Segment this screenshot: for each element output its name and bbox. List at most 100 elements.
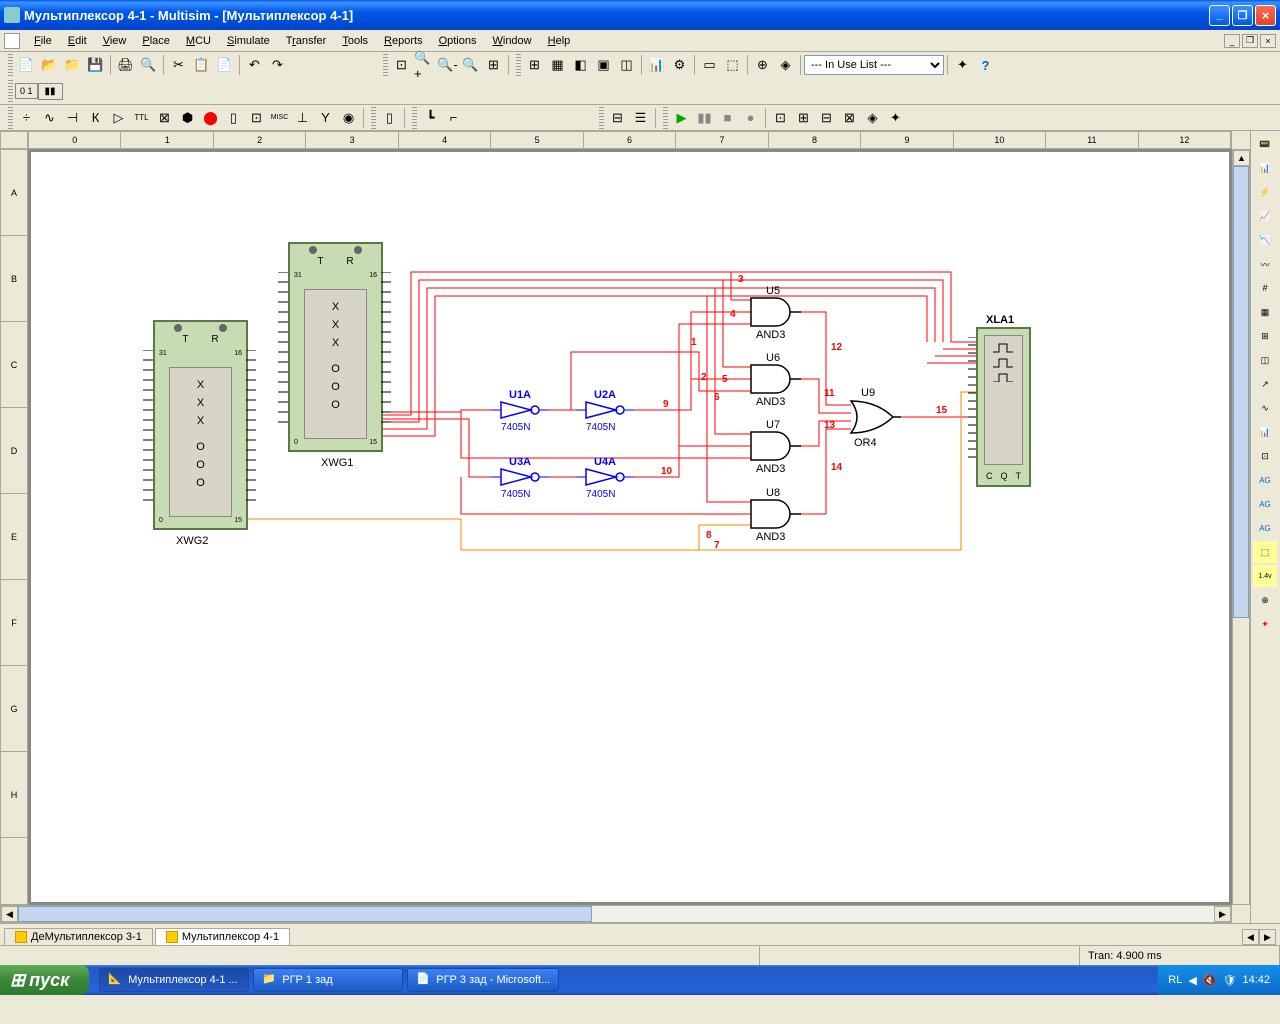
tb-3[interactable]: ◧ — [569, 54, 592, 76]
instr-tk2[interactable]: 1.4v — [1253, 565, 1277, 587]
tray-icon-1[interactable]: ◀ — [1188, 974, 1196, 987]
instr-tk[interactable]: ⬚ — [1253, 541, 1277, 563]
comp-analog[interactable]: ▷ — [107, 107, 130, 129]
print-button[interactable]: 🖨 — [114, 54, 137, 76]
sim-4[interactable]: ⊠ — [838, 107, 861, 129]
pause-button[interactable]: ▮▮ — [693, 107, 716, 129]
tray-icon-3[interactable]: 🛡 — [1223, 974, 1237, 987]
comp-ni[interactable]: ◉ — [337, 107, 360, 129]
tb-5[interactable]: ◫ — [615, 54, 638, 76]
menu-view[interactable]: View — [95, 33, 135, 49]
close-button[interactable]: × — [1255, 5, 1276, 26]
comp-source[interactable]: ÷ — [15, 107, 38, 129]
instr-logic-conv[interactable]: ◫ — [1253, 349, 1277, 371]
run-button[interactable]: ▶ — [670, 107, 693, 129]
preview-button[interactable]: 🔍 — [137, 54, 160, 76]
instr-iv[interactable]: ↗ — [1253, 373, 1277, 395]
ladder-2[interactable]: ☰ — [629, 107, 652, 129]
tb-9[interactable]: ⬚ — [721, 54, 744, 76]
comp-mcu[interactable]: ▯ — [378, 107, 401, 129]
help-button[interactable]: ? — [974, 54, 997, 76]
tray-lang[interactable]: RL — [1168, 974, 1182, 986]
tab-scroll-left[interactable]: ◀ — [1242, 929, 1259, 945]
in-use-list[interactable]: --- In Use List --- — [804, 55, 944, 75]
zoom-out-button[interactable]: 🔍- — [436, 54, 459, 76]
tb-7[interactable]: ⚙ — [668, 54, 691, 76]
instr-logic-an[interactable]: ⊞ — [1253, 325, 1277, 347]
vertical-scrollbar[interactable]: ▲ — [1232, 149, 1250, 905]
new-button[interactable]: 📄 — [15, 54, 38, 76]
taskbar-task-word[interactable]: 📄РГР 3 зад - Microsoft... — [407, 968, 559, 992]
component-xwg2[interactable]: TR 31 16 X X X O O O 0 15 — [153, 320, 248, 530]
menu-help[interactable]: Help — [540, 33, 579, 49]
comp-ttl[interactable]: TTL — [130, 107, 153, 129]
taskbar-task-folder[interactable]: 📁РГР 1 зад — [253, 968, 403, 992]
sim-2[interactable]: ⊞ — [792, 107, 815, 129]
tb-8[interactable]: ▭ — [698, 54, 721, 76]
menu-mcu[interactable]: MCU — [178, 33, 219, 49]
comp-misc2[interactable]: MISC — [268, 107, 291, 129]
stop-button[interactable]: ■ — [716, 107, 739, 129]
instr-wordgen[interactable]: ▦ — [1253, 301, 1277, 323]
paste-button[interactable]: 📄 — [213, 54, 236, 76]
open2-button[interactable]: 📁 — [61, 54, 84, 76]
instr-ag3[interactable]: AG — [1253, 517, 1277, 539]
ladder-1[interactable]: ⊟ — [606, 107, 629, 129]
comp-transistor[interactable]: К — [84, 107, 107, 129]
mdi-close[interactable]: × — [1260, 34, 1276, 48]
zoom-fit-button[interactable]: ⊞ — [482, 54, 505, 76]
tb-2[interactable]: ▦ — [546, 54, 569, 76]
redo-button[interactable]: ↷ — [266, 54, 289, 76]
instr-ag[interactable]: AG — [1253, 469, 1277, 491]
system-tray[interactable]: RL ◀ 🔇 🛡 14:42 — [1158, 965, 1280, 995]
instr-bode[interactable]: 〰 — [1253, 253, 1277, 275]
minimize-button[interactable]: _ — [1209, 5, 1230, 26]
comp-cmos[interactable]: ⊠ — [153, 107, 176, 129]
horizontal-scrollbar[interactable]: ◀ ▶ — [0, 905, 1232, 923]
comp-power[interactable]: ⊡ — [245, 107, 268, 129]
instr-dist[interactable]: ∿ — [1253, 397, 1277, 419]
comp-ind[interactable]: ▯ — [222, 107, 245, 129]
instr-funcgen[interactable]: 📊 — [1253, 157, 1277, 179]
instr-ag2[interactable]: AG — [1253, 493, 1277, 515]
component-xla1[interactable]: CQT — [976, 327, 1031, 487]
sim-3[interactable]: ⊟ — [815, 107, 838, 129]
comp-em[interactable]: Y — [314, 107, 337, 129]
start-button[interactable]: ⊞пуск — [0, 965, 89, 995]
zoom-area-button[interactable]: 🔍 — [459, 54, 482, 76]
switch-0-1[interactable]: 0 1 — [15, 83, 38, 99]
component-xwg1[interactable]: TR 31 16 X X X O O O 0 15 — [288, 242, 383, 452]
copy-button[interactable]: 📋 — [190, 54, 213, 76]
switch-pause[interactable]: ▮▮ — [38, 83, 63, 100]
tray-icon-2[interactable]: 🔇 — [1203, 974, 1217, 987]
tb-1[interactable]: ⊞ — [523, 54, 546, 76]
menu-file[interactable]: File — [26, 33, 60, 49]
tb-6[interactable]: 📊 — [645, 54, 668, 76]
place-bus[interactable]: ┗ — [419, 107, 442, 129]
instr-freq[interactable]: # — [1253, 277, 1277, 299]
sim-5[interactable]: ◈ — [861, 107, 884, 129]
tab-demux[interactable]: ДеМультиплексор 3-1 — [4, 928, 153, 945]
sim-6[interactable]: ✦ — [884, 107, 907, 129]
menu-options[interactable]: Options — [431, 33, 485, 49]
comp-misc[interactable]: ⬢ — [176, 107, 199, 129]
comp-diode[interactable]: ⊣ — [61, 107, 84, 129]
comp-rf[interactable]: ⊥ — [291, 107, 314, 129]
cut-button[interactable]: ✂ — [167, 54, 190, 76]
sim-1[interactable]: ⊡ — [769, 107, 792, 129]
menu-transfer[interactable]: Transfer — [278, 33, 335, 49]
taskbar-task-multisim[interactable]: 📐Мультиплексор 4-1 ... — [99, 968, 249, 992]
tab-scroll-right[interactable]: ▶ — [1259, 929, 1276, 945]
instr-probe[interactable]: ✦ — [1253, 613, 1277, 635]
open-button[interactable]: 📂 — [38, 54, 61, 76]
undo-button[interactable]: ↶ — [243, 54, 266, 76]
step-button[interactable]: ● — [739, 107, 762, 129]
tb-12[interactable]: ✦ — [951, 54, 974, 76]
circuit-canvas[interactable]: TR 31 16 X X X O O O 0 15 // pins for XW… — [28, 149, 1232, 905]
tab-mux[interactable]: Мультиплексор 4-1 — [155, 928, 290, 945]
menu-window[interactable]: Window — [484, 33, 539, 49]
instr-net[interactable]: ⊡ — [1253, 445, 1277, 467]
menu-edit[interactable]: Edit — [60, 33, 95, 49]
mdi-restore[interactable]: ❐ — [1242, 34, 1258, 48]
instr-wattmeter[interactable]: ⚡ — [1253, 181, 1277, 203]
